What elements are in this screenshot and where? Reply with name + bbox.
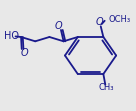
Text: OCH₃: OCH₃ bbox=[109, 15, 131, 24]
Text: CH₃: CH₃ bbox=[98, 83, 114, 92]
Text: O: O bbox=[54, 21, 62, 31]
Text: HO: HO bbox=[4, 31, 19, 41]
Text: O: O bbox=[96, 17, 103, 27]
Text: O: O bbox=[20, 48, 28, 58]
